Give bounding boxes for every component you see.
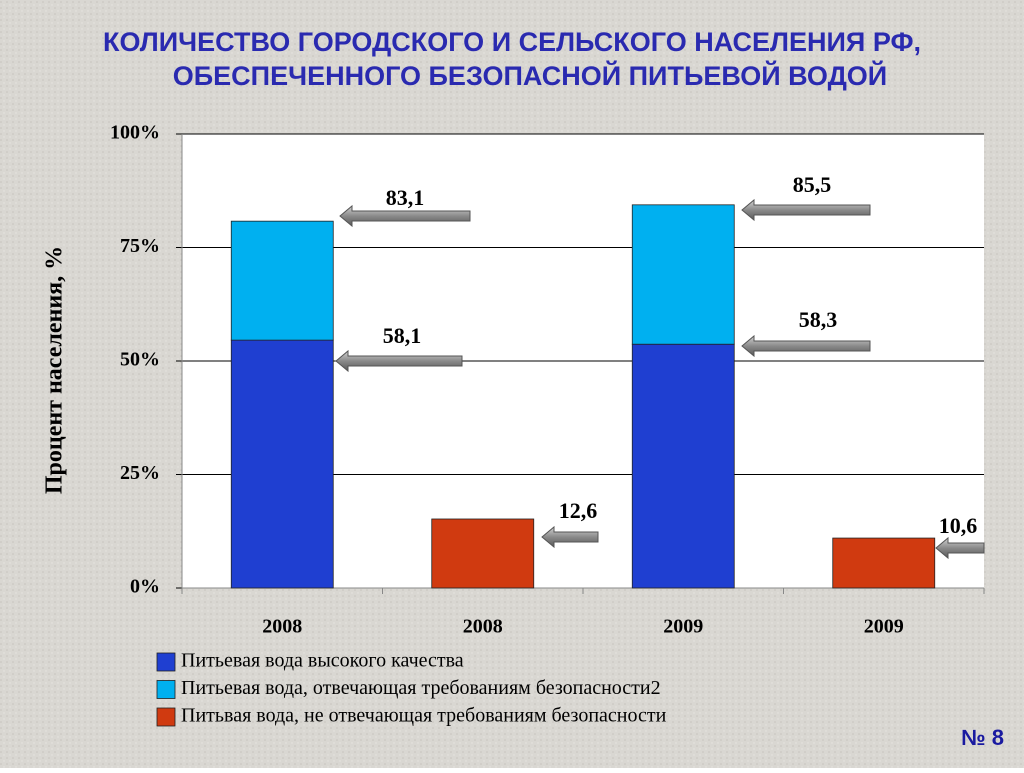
y-tick-label: 25% xyxy=(120,462,160,484)
legend-label: Питьевая вода, отвечающая требованиям бе… xyxy=(181,677,661,699)
y-axis-label: Процент населения, % xyxy=(42,246,68,494)
annotation: 83,1 xyxy=(386,185,425,210)
legend-label: Питьвая вода, не отвечающая требованиям … xyxy=(181,705,667,727)
bar-segment xyxy=(832,537,936,589)
slide-number: № 8 xyxy=(961,725,1004,750)
y-tick-label: 0% xyxy=(130,576,160,598)
title-line: КОЛИЧЕСТВО ГОРОДСКОГО И СЕЛЬСКОГО НАСЕЛЕ… xyxy=(103,27,921,57)
annotation: 58,1 xyxy=(383,323,422,348)
x-tick-label: 2008 xyxy=(463,616,503,638)
legend-swatch xyxy=(156,707,176,727)
title-line: ОБЕСПЕЧЕННОГО БЕЗОПАСНОЙ ПИТЬЕВОЙ ВОДОЙ xyxy=(173,60,887,91)
annotation: 85,5 xyxy=(793,172,832,197)
annotation: 58,3 xyxy=(799,307,838,332)
annotation-arrow xyxy=(741,334,871,358)
annotation: 10,6 xyxy=(939,513,978,538)
annotation-arrow xyxy=(741,198,871,222)
bar-segment xyxy=(631,343,735,589)
x-tick-label: 2009 xyxy=(864,616,904,638)
y-tick-label: 75% xyxy=(120,235,160,257)
legend-label: Питьевая вода высокого качества xyxy=(181,650,464,672)
legend-swatch xyxy=(156,680,176,699)
annotation-arrow xyxy=(339,204,471,228)
annotation-arrow xyxy=(541,525,599,549)
bar-segment xyxy=(230,339,334,589)
bar-segment xyxy=(431,518,535,589)
bar-segment xyxy=(230,220,334,341)
annotation-arrow xyxy=(935,536,985,560)
x-tick-label: 2008 xyxy=(262,616,302,638)
annotation: 12,6 xyxy=(559,498,598,523)
legend-swatch xyxy=(156,652,176,672)
bar-segment xyxy=(631,204,735,345)
y-tick-label: 100% xyxy=(110,122,160,144)
x-tick-label: 2009 xyxy=(663,616,703,638)
annotation-arrow xyxy=(335,349,463,373)
y-tick-label: 50% xyxy=(120,349,160,371)
